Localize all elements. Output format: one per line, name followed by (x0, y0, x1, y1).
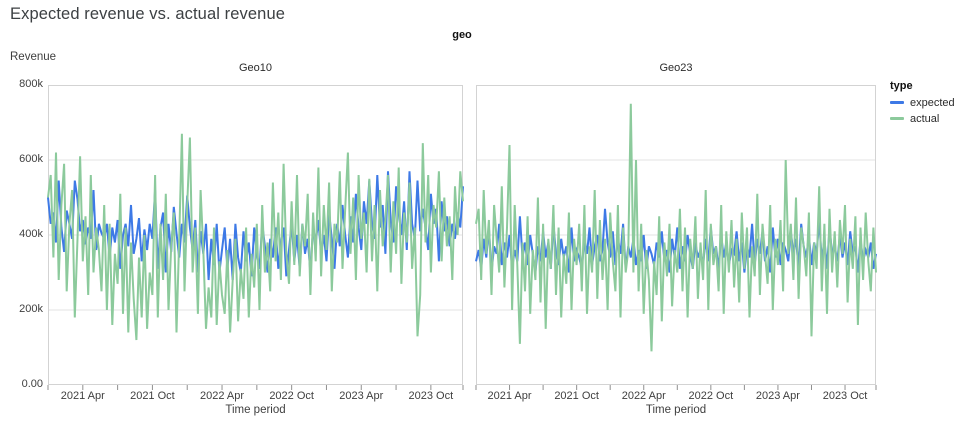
x-tick-label: 2023 Apr (339, 390, 384, 402)
y-tick-label: 0.00 (21, 378, 43, 390)
actual-line-series (47, 133, 464, 341)
x-tick-label: 2023 Oct (408, 390, 454, 402)
plot-border (476, 85, 876, 385)
expected-line-swatch-icon (890, 101, 904, 104)
legend-item-actual[interactable]: actual (890, 112, 955, 125)
y-axis-title: Revenue (10, 51, 57, 63)
legend-label: actual (910, 112, 940, 125)
x-tick-label: 2022 Oct (688, 390, 734, 402)
x-tick-label: 2022 Apr (621, 390, 666, 402)
x-tick-label: 2021 Apr (60, 390, 105, 402)
line-chart-geo23 (475, 85, 877, 390)
legend-title: type (890, 80, 913, 92)
x-axis-title: Time period (225, 404, 286, 416)
facet-title-geo23: Geo23 (659, 62, 693, 74)
plot-border (48, 85, 463, 385)
actual-line-series (475, 103, 877, 352)
x-tick-label: 2021 Oct (554, 390, 599, 402)
x-axis-title: Time period (645, 404, 707, 416)
line-chart-geo10 (47, 85, 464, 390)
x-tick-label: 2023 Apr (755, 390, 800, 402)
x-tick-label: 2021 Oct (130, 390, 175, 402)
x-tick-label: 2023 Oct (822, 390, 868, 402)
page-title: Expected revenue vs. actual revenue (10, 5, 286, 23)
y-tick-label: 200k (19, 303, 43, 315)
y-tick-label: 600k (19, 153, 43, 165)
y-tick-label: 800k (19, 78, 43, 90)
actual-line-swatch-icon (890, 117, 904, 120)
x-tick-label: 2022 Oct (269, 390, 314, 402)
x-tick-label: 2022 Apr (200, 390, 245, 402)
legend-item-expected[interactable]: expected (890, 96, 955, 109)
x-tick-label: 2021 Apr (487, 390, 532, 402)
facet-title-geo10: Geo10 (238, 62, 273, 74)
legend-label: expected (910, 96, 955, 109)
facet-field-header: geo (452, 29, 472, 41)
legend: type expected actual (890, 80, 955, 125)
y-tick-label: 400k (19, 228, 43, 240)
